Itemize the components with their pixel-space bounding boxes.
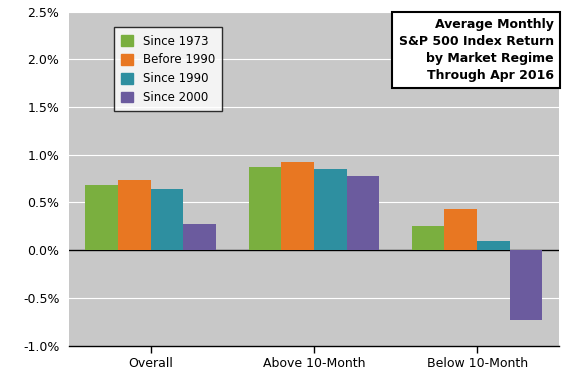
Bar [249, 167, 281, 250]
Bar [151, 189, 183, 250]
Bar [85, 185, 118, 250]
Bar [314, 169, 347, 250]
Bar [183, 224, 216, 250]
Bar [347, 176, 379, 250]
Legend: Since 1973, Before 1990, Since 1990, Since 2000: Since 1973, Before 1990, Since 1990, Sin… [114, 27, 222, 111]
Bar [412, 226, 445, 250]
Bar [281, 162, 314, 250]
Text: Average Monthly
S&P 500 Index Return
by Market Regime
Through Apr 2016: Average Monthly S&P 500 Index Return by … [399, 18, 554, 82]
Bar [477, 241, 510, 250]
Bar [118, 180, 151, 250]
Bar [445, 209, 477, 250]
Bar [510, 250, 543, 320]
